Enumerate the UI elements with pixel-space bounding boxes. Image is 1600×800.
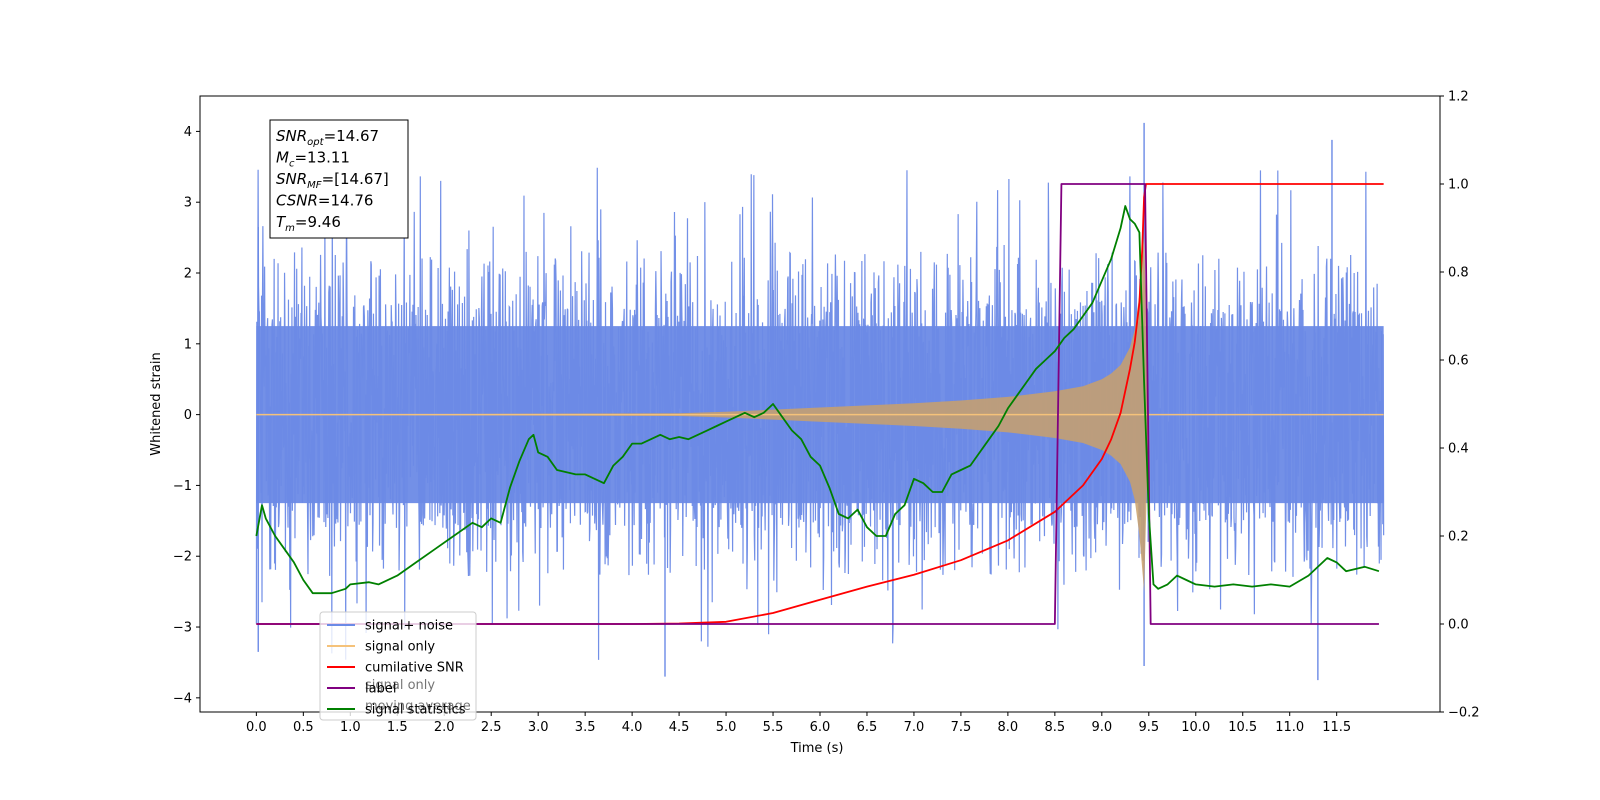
y-tick-label: −3 bbox=[173, 621, 192, 636]
info-line: SNRopt=14.67 bbox=[276, 127, 379, 148]
x-tick-label: 7.5 bbox=[951, 720, 972, 735]
legend-frame bbox=[319, 611, 477, 721]
y-axis: −4 −3 −2 −1 0 1 2 3 4 bbox=[173, 125, 200, 706]
x-tick-label: 3.5 bbox=[575, 720, 596, 735]
y2-tick-label: 1.0 bbox=[1448, 178, 1469, 193]
y-axis-label: Whitened strain bbox=[149, 352, 164, 455]
legend-label: signal+ noise bbox=[365, 619, 453, 634]
legend-label: signal statistics bbox=[365, 703, 466, 718]
y2-axis: −0.2 0.0 0.2 0.4 0.6 0.8 1.0 1.2 bbox=[1440, 90, 1480, 721]
x-tick-label: 1.5 bbox=[387, 720, 408, 735]
x-tick-label: 4.5 bbox=[669, 720, 690, 735]
info-line: Tm=9.46 bbox=[276, 213, 341, 234]
y2-tick-label: 0.6 bbox=[1448, 354, 1469, 369]
x-tick-label: 3.0 bbox=[528, 720, 549, 735]
x-tick-label: 11.5 bbox=[1322, 720, 1351, 735]
x-tick-label: 10.5 bbox=[1228, 720, 1257, 735]
x-axis-label: Time (s) bbox=[790, 741, 844, 756]
series-label bbox=[256, 183, 1379, 625]
x-tick-label: 6.0 bbox=[810, 720, 831, 735]
y-tick-label: 0 bbox=[184, 408, 192, 423]
x-tick-label: 4.0 bbox=[622, 720, 643, 735]
info-line: SNRMF=[14.67] bbox=[276, 170, 389, 191]
x-tick-label: 9.0 bbox=[1091, 720, 1112, 735]
legend-label: label bbox=[365, 682, 396, 697]
x-tick-label: 5.0 bbox=[716, 720, 737, 735]
y2-tick-label: 0.0 bbox=[1448, 618, 1469, 633]
y-tick-label: −1 bbox=[173, 479, 192, 494]
y2-tick-label: 0.2 bbox=[1448, 530, 1469, 545]
info-box: SNRopt=14.67Mc=13.11SNRMF=[14.67]CSNR=14… bbox=[269, 119, 409, 239]
legend-ghost-text: signal only bbox=[365, 678, 435, 693]
series-signal-statistics bbox=[255, 205, 1380, 595]
x-tick-label: 6.5 bbox=[857, 720, 878, 735]
x-tick-label: 8.0 bbox=[998, 720, 1019, 735]
info-line: Mc=13.11 bbox=[276, 149, 350, 170]
y2-tick-label: 0.8 bbox=[1448, 266, 1469, 281]
y2-tick-label: 1.2 bbox=[1448, 90, 1469, 105]
legend-label: cumilative SNR bbox=[365, 661, 464, 676]
x-tick-label: 5.5 bbox=[763, 720, 784, 735]
info-box-frame bbox=[269, 119, 409, 239]
x-tick-label: 0.0 bbox=[246, 720, 267, 735]
info-line: CSNR=14.76 bbox=[276, 192, 373, 210]
x-tick-label: 0.5 bbox=[293, 720, 314, 735]
x-tick-label: 8.5 bbox=[1045, 720, 1066, 735]
x-tick-label: 1.0 bbox=[340, 720, 361, 735]
x-tick-label: 10.0 bbox=[1181, 720, 1210, 735]
x-tick-label: 9.5 bbox=[1138, 720, 1159, 735]
x-tick-label: 11.0 bbox=[1275, 720, 1304, 735]
y2-tick-label: −0.2 bbox=[1448, 706, 1480, 721]
x-tick-label: 7.0 bbox=[904, 720, 925, 735]
y-tick-label: −4 bbox=[173, 691, 192, 706]
x-tick-label: 2.0 bbox=[434, 720, 455, 735]
x-axis: 0.0 0.5 1.0 1.5 2.0 2.5 3.0 3.5 4.0 4.5 5.0 5.5 6.0 6… bbox=[246, 712, 1351, 735]
legend-ghost-text: moving average bbox=[365, 699, 471, 714]
y-tick-label: 1 bbox=[184, 337, 192, 352]
y-tick-label: −2 bbox=[173, 550, 192, 565]
series-signal-only bbox=[256, 237, 1384, 592]
y2-tick-label: 0.4 bbox=[1448, 442, 1469, 457]
legend: signal only moving average signal+ noise si… bbox=[319, 611, 477, 721]
y-tick-label: 2 bbox=[184, 267, 192, 282]
y-tick-label: 4 bbox=[184, 125, 192, 140]
legend-label: signal only bbox=[365, 640, 435, 655]
y-tick-label: 3 bbox=[184, 196, 192, 211]
x-tick-label: 2.5 bbox=[481, 720, 502, 735]
